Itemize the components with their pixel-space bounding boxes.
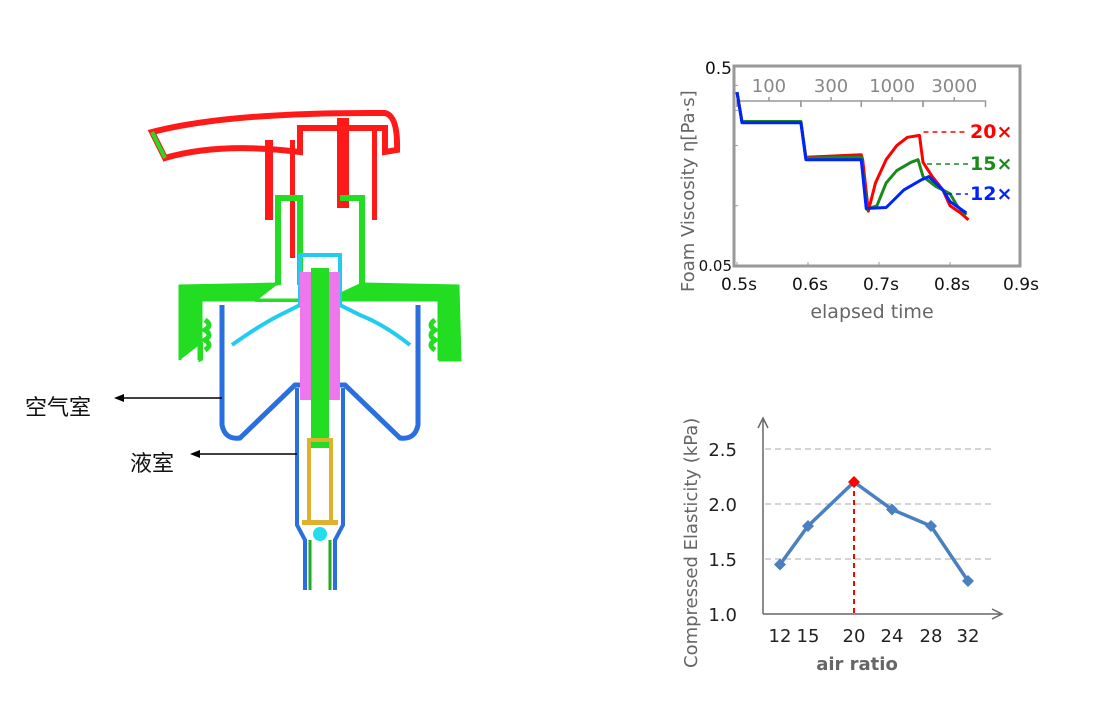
- head-stem-right: [337, 118, 349, 208]
- data-point: [925, 520, 937, 532]
- head-skirt-right: [372, 130, 377, 220]
- data-point: [962, 575, 974, 587]
- y-axis-arrow-icon: [757, 416, 769, 429]
- bracket-label: 3000: [931, 76, 977, 97]
- air-valve: [230, 253, 412, 347]
- x-tick-label: 32: [957, 626, 980, 647]
- bracket: [922, 97, 987, 107]
- data-point: [802, 520, 814, 532]
- y-tick-label: 1.0: [708, 605, 737, 626]
- cap-threads-left: [197, 300, 212, 360]
- x-tick-label: 28: [920, 626, 943, 647]
- valve-seat: [302, 520, 338, 525]
- air-chamber-label: 空气室: [25, 396, 92, 421]
- y-axis-label: Compressed Elasticity (kPa): [681, 418, 702, 668]
- data-point: [848, 476, 860, 488]
- y-tick-label: 0.5: [705, 59, 732, 79]
- arrow-head-icon: [114, 394, 124, 402]
- series-label: 12×: [970, 183, 1012, 205]
- piston-rod: [311, 268, 329, 448]
- x-tick-label: 0.5s: [721, 275, 757, 295]
- arrow-head-icon: [190, 450, 200, 458]
- collar: [275, 195, 365, 285]
- head-skirt-left: [265, 140, 273, 220]
- series-label: 20×: [970, 121, 1012, 143]
- x-tick-label: 12: [769, 626, 792, 647]
- x-tick-label: 0.7s: [863, 275, 899, 295]
- cap-threads-right: [428, 300, 443, 360]
- y-tick-label: 1.5: [708, 550, 737, 571]
- data-point: [774, 558, 786, 571]
- bracket-label: 300: [814, 76, 848, 97]
- x-axis-arrow-icon: [991, 608, 1004, 620]
- bracket-label: 100: [752, 76, 786, 97]
- liquid-chamber-label: 液室: [130, 452, 175, 477]
- y-tick-label: 0.05: [699, 257, 732, 275]
- y-tick-label: 2.5: [708, 440, 737, 461]
- y-axis-label: Foam Viscosity η[Pa·s]: [678, 90, 699, 292]
- data-line: [778, 479, 970, 582]
- x-tick-label: 0.8s: [934, 275, 970, 295]
- data-point: [886, 503, 898, 516]
- x-tick-label: 0.9s: [1003, 275, 1039, 295]
- bracket-label: 1000: [869, 76, 915, 97]
- spout-nozzle: [150, 131, 167, 159]
- plot-frame: [732, 64, 1022, 268]
- series-line-2: [735, 91, 968, 215]
- x-axis-label: air ratio: [816, 654, 898, 675]
- y-tick-label: 2.0: [708, 495, 737, 516]
- x-tick-label: 20: [843, 626, 866, 647]
- series-label: 15×: [970, 153, 1012, 175]
- x-axis-label: elapsed time: [810, 301, 933, 323]
- actuator-head: [147, 109, 401, 162]
- x-tick-label: 15: [797, 626, 820, 647]
- check-ball: [313, 527, 327, 541]
- x-tick-label: 0.6s: [792, 275, 828, 295]
- dip-tube: [308, 540, 332, 590]
- x-tick-label: 24: [881, 626, 904, 647]
- liquid-chamber: [295, 388, 345, 590]
